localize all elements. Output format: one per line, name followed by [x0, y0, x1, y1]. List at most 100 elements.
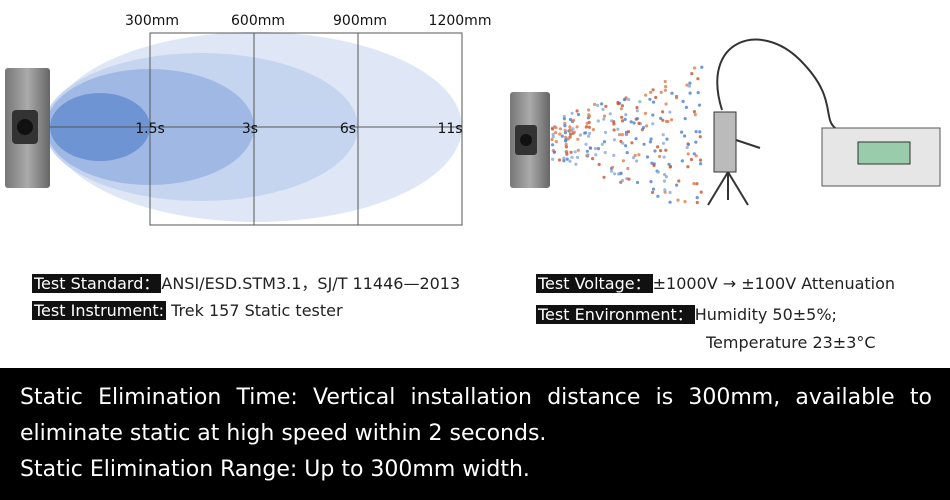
particle	[694, 130, 698, 134]
particle	[688, 81, 692, 85]
particle	[663, 88, 668, 92]
particle	[551, 135, 555, 139]
particle	[659, 116, 663, 120]
particle	[664, 102, 668, 106]
particle	[571, 127, 575, 131]
particle	[563, 121, 567, 125]
particle	[627, 177, 631, 181]
particle	[637, 153, 641, 157]
grid	[50, 32, 463, 226]
particle	[603, 130, 608, 134]
particle	[591, 157, 595, 161]
particle	[648, 140, 653, 144]
particle	[680, 159, 684, 163]
particle	[668, 190, 672, 195]
particle	[686, 142, 691, 146]
particle	[692, 182, 696, 186]
spec-value: Temperature 23±3°C	[706, 333, 876, 352]
time-label: 11s	[437, 121, 462, 137]
particle	[570, 155, 574, 159]
particle	[587, 108, 591, 112]
particle	[642, 142, 646, 146]
particle	[554, 140, 558, 144]
particle	[696, 77, 700, 81]
particle	[645, 124, 649, 128]
particle	[694, 154, 698, 158]
particle	[551, 132, 555, 136]
particle	[593, 147, 598, 151]
particle	[665, 137, 669, 141]
particle	[684, 105, 689, 109]
particle	[661, 133, 665, 137]
particle	[653, 149, 657, 153]
particle	[587, 114, 592, 118]
spec-voltage: Test Voltage： ±1000V → ±100V Attenuation	[536, 270, 895, 294]
particle	[656, 170, 660, 174]
particle	[699, 162, 703, 166]
particle	[698, 158, 703, 162]
particle	[663, 79, 667, 84]
particle	[656, 194, 660, 198]
particle	[620, 115, 624, 119]
particle	[651, 100, 656, 104]
particle	[662, 155, 666, 159]
particle	[620, 119, 625, 123]
particle	[600, 102, 604, 106]
spec-value: Trek 157 Static tester	[171, 301, 343, 320]
particle	[644, 93, 648, 97]
particle	[645, 155, 650, 159]
particle	[565, 150, 569, 154]
particle	[600, 142, 604, 146]
spec-value: ANSI/ESD.STM3.1，SJ/T 11446—2013	[161, 274, 461, 293]
particle	[657, 154, 662, 159]
particle	[601, 107, 605, 111]
particle	[663, 173, 667, 177]
particle	[651, 88, 655, 92]
particle	[668, 110, 672, 114]
charged-plate-monitor	[707, 38, 941, 206]
ionizer-left	[5, 68, 50, 188]
particle	[551, 143, 555, 147]
particle	[651, 113, 655, 117]
particle	[664, 175, 669, 179]
particle	[632, 121, 636, 125]
particle	[576, 137, 580, 141]
particle	[683, 117, 687, 121]
particle	[631, 156, 636, 160]
particle	[690, 72, 694, 76]
particle	[700, 65, 704, 69]
particle	[694, 140, 698, 144]
spec-standard: Test Standard： ANSI/ESD.STM3.1，SJ/T 11446…	[32, 270, 460, 294]
particle	[661, 141, 666, 145]
particle	[591, 128, 596, 132]
particle	[626, 166, 630, 171]
particle	[624, 113, 628, 117]
particle	[568, 125, 572, 129]
particle	[585, 121, 589, 125]
particle	[695, 200, 699, 205]
distance-label: 1200mm	[429, 13, 492, 29]
particle	[635, 109, 640, 113]
particle	[643, 111, 648, 115]
particle	[610, 165, 615, 169]
particle	[626, 130, 631, 134]
particle	[695, 196, 699, 200]
particle	[659, 90, 663, 94]
particle	[562, 156, 566, 160]
particle	[627, 97, 631, 102]
particle	[612, 153, 616, 157]
particle	[562, 159, 566, 163]
particle	[575, 109, 579, 113]
particle	[578, 133, 583, 137]
particle	[650, 161, 654, 165]
footer-text: Static Elimination Range: Up to 300mm wi…	[20, 457, 530, 482]
particle	[550, 137, 554, 142]
particle	[583, 131, 588, 135]
particle	[554, 130, 558, 135]
particle	[565, 152, 569, 156]
particle	[588, 146, 593, 150]
particle	[668, 200, 672, 204]
particle	[676, 198, 680, 202]
particle	[668, 165, 672, 169]
time-label: 1.5s	[135, 121, 165, 137]
